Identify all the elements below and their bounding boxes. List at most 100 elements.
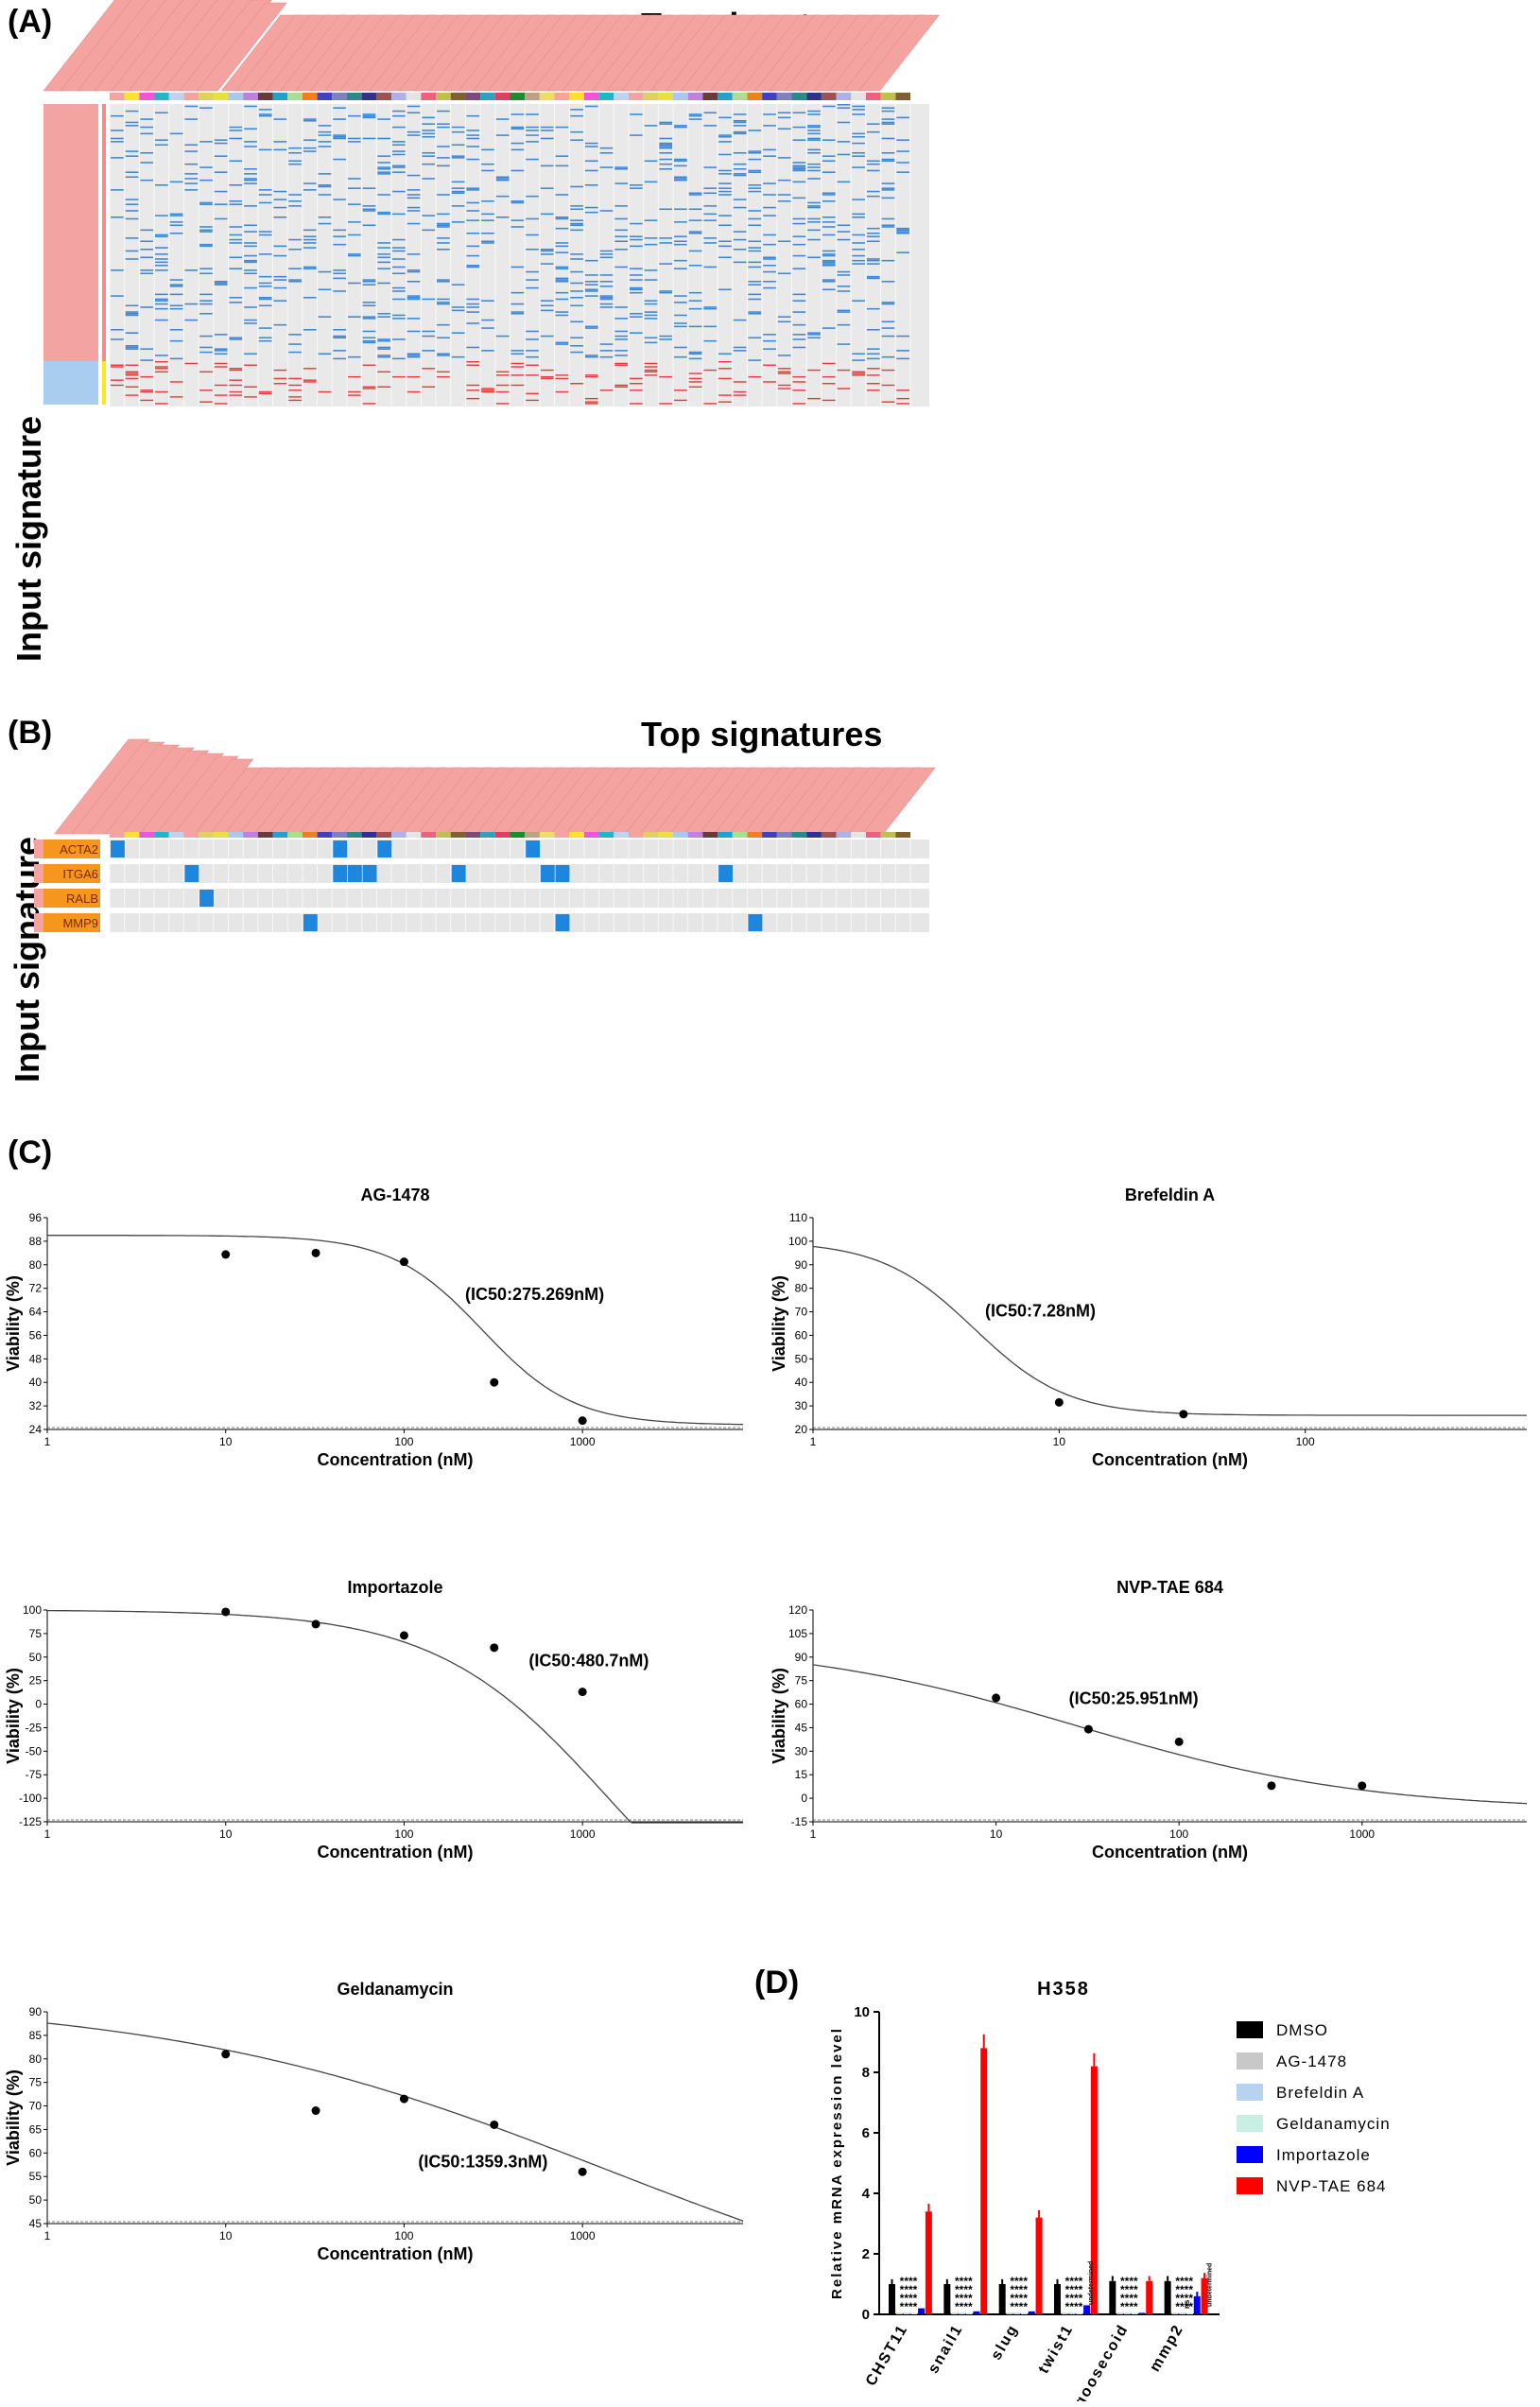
- up-hit: [155, 247, 168, 249]
- up-hit: [555, 281, 569, 283]
- down-hit: [896, 403, 909, 405]
- up-hit: [703, 306, 718, 308]
- up-hit: [644, 219, 658, 221]
- up-hit: [303, 235, 317, 237]
- up-hit: [555, 266, 569, 268]
- up-hit: [822, 216, 836, 218]
- down-hit: [866, 368, 880, 370]
- data-point: [311, 1619, 320, 1629]
- down-hit: [540, 369, 554, 372]
- up-hit: [229, 137, 243, 140]
- column-strip: [673, 832, 688, 838]
- up-hit: [777, 320, 791, 323]
- up-hit: [584, 142, 598, 145]
- up-hit: [570, 270, 583, 273]
- up-hit: [526, 217, 539, 220]
- up-hit: [258, 297, 272, 299]
- y-tick-label: -25: [26, 1721, 43, 1734]
- up-hit: [481, 163, 494, 165]
- column-strip: [791, 832, 807, 838]
- column-strip: [183, 832, 199, 838]
- up-hit: [777, 179, 791, 182]
- up-hit: [510, 148, 525, 151]
- up-hit: [733, 350, 747, 352]
- column-strip: [658, 832, 674, 838]
- bar: [925, 2211, 932, 2314]
- bar: [943, 2284, 951, 2314]
- up-hit: [288, 281, 302, 283]
- up-hit: [570, 320, 583, 323]
- up-hit: [688, 114, 702, 117]
- down-hit: [111, 366, 124, 368]
- up-hit: [214, 284, 228, 286]
- up-hit: [881, 137, 895, 140]
- up-hit: [155, 319, 168, 321]
- up-hit: [258, 148, 272, 151]
- up-hit: [125, 237, 139, 239]
- up-hit: [526, 234, 539, 236]
- up-hit: [333, 199, 346, 200]
- up-hit: [258, 189, 272, 191]
- up-hit: [347, 221, 361, 223]
- up-hit: [407, 194, 421, 196]
- up-hit: [881, 355, 895, 358]
- up-hit: [392, 318, 406, 320]
- up-hit: [822, 263, 836, 265]
- up-hit: [674, 302, 687, 303]
- x-tick-label: 1: [810, 1435, 817, 1448]
- bar: [973, 2311, 980, 2314]
- up-hit: [748, 152, 762, 154]
- down-hit: [214, 394, 228, 396]
- data-point: [578, 2167, 587, 2176]
- up-hit: [125, 203, 139, 205]
- down-hit: [866, 374, 880, 376]
- up-hit: [837, 104, 851, 106]
- down-hit: [125, 374, 139, 376]
- up-hit: [481, 148, 494, 151]
- down-hit: [822, 375, 836, 378]
- x-tick-label: 1000: [1349, 1827, 1375, 1841]
- up-hit: [303, 266, 317, 268]
- up-hit: [303, 120, 317, 122]
- up-hit: [659, 263, 673, 265]
- up-hit: [792, 235, 806, 237]
- up-hit: [792, 293, 806, 296]
- down-hit: [718, 394, 732, 396]
- y-tick-label: 65: [29, 2122, 43, 2136]
- up-hit: [169, 215, 183, 216]
- up-hit: [555, 194, 569, 196]
- down-hit: [258, 390, 272, 393]
- up-hit: [526, 126, 539, 129]
- up-hit: [214, 350, 228, 352]
- up-hit: [852, 136, 865, 138]
- up-hit: [584, 274, 598, 276]
- up-hit: [347, 316, 361, 318]
- up-hit: [674, 160, 687, 163]
- significance-stars: ****: [900, 2300, 918, 2313]
- up-hit: [614, 335, 628, 338]
- up-hit: [822, 221, 836, 223]
- down-hit: [495, 403, 510, 405]
- up-hit: [896, 350, 909, 352]
- gene-box: [43, 913, 100, 932]
- gene-hit: [555, 914, 570, 931]
- gene-hit: [111, 840, 125, 857]
- x-tick-label: 10: [1053, 1435, 1066, 1448]
- up-hit: [437, 226, 450, 228]
- up-hit: [837, 181, 851, 183]
- up-hit: [526, 355, 539, 358]
- up-hit: [837, 286, 851, 287]
- up-hit: [763, 243, 776, 246]
- up-hit: [807, 132, 821, 135]
- up-hit: [362, 137, 376, 140]
- up-hit: [822, 160, 836, 163]
- down-hit: [111, 379, 124, 381]
- up-hit: [510, 219, 525, 221]
- up-hit: [807, 166, 821, 168]
- up-hit: [466, 146, 480, 147]
- column-strip: [806, 93, 822, 100]
- up-hit: [510, 311, 525, 313]
- up-hit: [629, 222, 643, 225]
- up-hit: [792, 311, 806, 313]
- up-hit: [584, 169, 598, 172]
